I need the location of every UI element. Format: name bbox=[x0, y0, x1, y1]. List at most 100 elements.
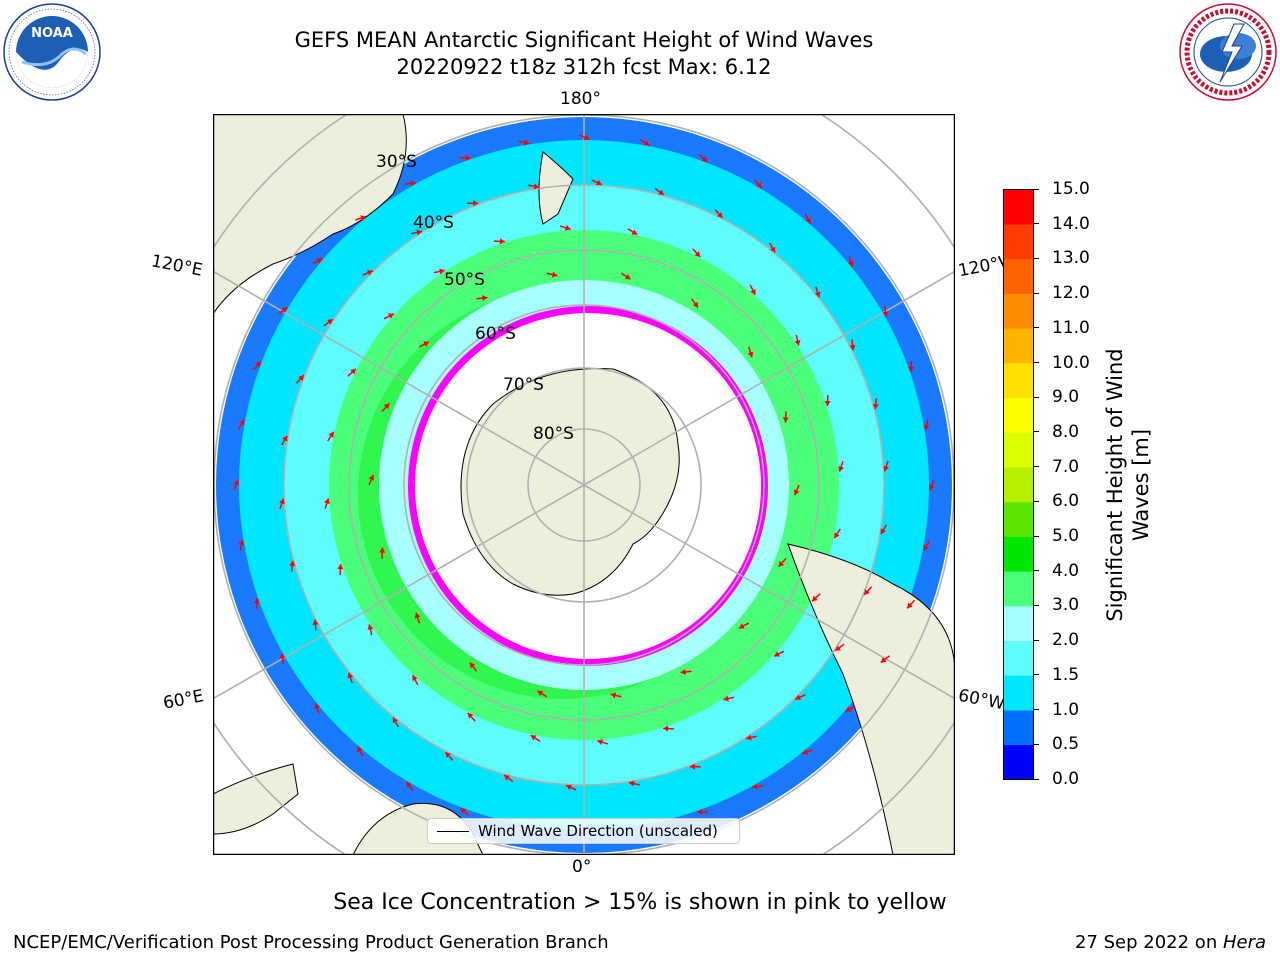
wind-wave-arrow-head bbox=[774, 651, 780, 657]
colorbar-tick-label: 12.0 bbox=[1052, 283, 1090, 304]
plot-title-line1: GEFS MEAN Antarctic Significant Height o… bbox=[294, 28, 874, 52]
wind-wave-arrow-head bbox=[824, 400, 831, 406]
wind-wave-arrow-head bbox=[278, 498, 285, 505]
wind-wave-arrow-head bbox=[882, 311, 889, 317]
lat-label-70s: 70°S bbox=[503, 375, 544, 395]
wind-wave-arrow-head bbox=[533, 183, 540, 190]
colorbar-tick-label: 8.0 bbox=[1052, 421, 1080, 442]
footer-machine: Hera bbox=[1222, 932, 1266, 953]
lon-label-180: 180° bbox=[560, 89, 601, 109]
wind-wave-arrow-head bbox=[423, 341, 430, 347]
wind-wave-arrow-head bbox=[314, 703, 320, 709]
wind-wave-arrow-head bbox=[347, 672, 354, 679]
footer-date: 27 Sep 2022 on bbox=[1075, 932, 1223, 953]
wind-wave-arrow-head bbox=[360, 215, 366, 221]
colorbar-tick-label: 2.0 bbox=[1052, 630, 1080, 651]
wind-wave-arrow-head bbox=[482, 295, 488, 302]
wind-wave-arrow-head bbox=[467, 713, 474, 719]
wind-wave-arrow-head bbox=[848, 261, 854, 267]
wind-wave-arrow-head bbox=[439, 268, 445, 275]
colorbar-tick-label: 6.0 bbox=[1052, 491, 1080, 512]
wind-wave-arrow-head bbox=[680, 668, 686, 675]
colorbar-tick-mark bbox=[1034, 257, 1039, 259]
wind-wave-arrow-head bbox=[793, 489, 800, 496]
colorbar-tick-mark bbox=[1034, 223, 1039, 225]
wind-wave-arrows bbox=[233, 134, 935, 836]
wind-wave-arrow-head bbox=[872, 403, 879, 410]
wind-wave-arrow-head bbox=[530, 735, 537, 741]
colorbar-tick-label: 15.0 bbox=[1052, 179, 1090, 199]
wind-wave-arrow-head bbox=[499, 238, 505, 245]
colorbar-segment bbox=[1003, 467, 1034, 503]
wind-wave-arrow-head bbox=[624, 274, 631, 280]
wind-wave-arrow-head bbox=[750, 289, 756, 295]
wind-wave-arrow-head bbox=[928, 484, 935, 491]
wind-wave-arrow-head bbox=[805, 217, 811, 224]
colorbar-tick-mark bbox=[1034, 188, 1039, 190]
colorbar-tick-label: 0.5 bbox=[1052, 734, 1080, 755]
colorbar-tick-mark bbox=[1034, 500, 1039, 502]
wind-wave-arrow-head bbox=[392, 717, 399, 724]
lat-label-60s: 60°S bbox=[475, 324, 516, 344]
lon-label-120e: 120°E bbox=[149, 251, 205, 281]
colorbar-segment bbox=[1003, 432, 1034, 468]
nws-logo bbox=[1179, 3, 1277, 101]
colorbar-segment bbox=[1003, 536, 1034, 572]
antarctica-landmass bbox=[460, 367, 680, 596]
lon-label-60e: 60°E bbox=[161, 686, 206, 714]
wind-wave-arrow-head bbox=[523, 139, 530, 146]
lat-label-50s: 50°S bbox=[444, 270, 485, 290]
wind-wave-arrow-head bbox=[469, 662, 476, 669]
wind-wave-arrow-head bbox=[658, 189, 664, 195]
legend-label: Wind Wave Direction (unscaled) bbox=[478, 822, 718, 840]
colorbar-tick-mark bbox=[1034, 743, 1039, 745]
colorbar-segment bbox=[1003, 328, 1034, 364]
wind-wave-arrow-head bbox=[537, 690, 544, 696]
colorbar-tick-label: 4.0 bbox=[1052, 560, 1080, 581]
plot-title-line2: 20220922 t18z 312h fcst Max: 6.12 bbox=[396, 55, 772, 79]
wind-wave-arrow-head bbox=[337, 564, 344, 570]
colorbar-tick-mark bbox=[1034, 604, 1039, 606]
wind-wave-arrow-head bbox=[383, 403, 390, 410]
wind-wave-arrow-head bbox=[312, 619, 319, 625]
colorbar-tick-mark bbox=[1034, 327, 1039, 329]
colorbar-tick-label: 7.0 bbox=[1052, 456, 1080, 477]
colorbar bbox=[1003, 189, 1034, 780]
wind-wave-arrow-head bbox=[880, 528, 886, 535]
wind-wave-arrow-head bbox=[281, 307, 288, 313]
polar-map bbox=[213, 114, 955, 855]
wind-wave-arrow-head bbox=[834, 532, 840, 539]
wind-wave-arrow-head bbox=[747, 351, 754, 358]
colorbar-segment bbox=[1003, 640, 1034, 676]
colorbar-title: Significant Height of Wind Waves [m] bbox=[1102, 348, 1154, 621]
wind-wave-arrow-head bbox=[473, 200, 479, 207]
wind-wave-arrow-head bbox=[445, 752, 452, 758]
colorbar-tick-mark bbox=[1034, 778, 1039, 780]
wind-wave-arrow-head bbox=[367, 624, 374, 630]
wind-wave-arrow-head bbox=[907, 602, 913, 609]
wind-wave-arrow-head bbox=[279, 653, 286, 659]
wind-wave-arrow-head bbox=[883, 465, 890, 472]
wind-wave-arrow-head bbox=[802, 749, 808, 755]
wind-wave-arrow-head bbox=[583, 134, 590, 141]
colorbar-segment bbox=[1003, 710, 1034, 746]
colorbar-tick-mark bbox=[1034, 466, 1039, 468]
lat-label-30s: 30°S bbox=[376, 152, 417, 172]
colorbar-title-line2: Waves [m] bbox=[1129, 428, 1153, 542]
wind-wave-arrow-head bbox=[631, 229, 638, 235]
wind-wave-arrow-head bbox=[663, 725, 669, 732]
wind-wave-arrow-head bbox=[460, 808, 467, 814]
wind-wave-arrow-head bbox=[738, 623, 745, 629]
wind-wave-arrow-head bbox=[812, 595, 818, 602]
wind-wave-arrow-head bbox=[610, 692, 617, 699]
noaa-logo: NOAA bbox=[3, 3, 101, 101]
colorbar-tick-mark bbox=[1034, 674, 1039, 676]
wind-wave-arrow-head bbox=[465, 154, 471, 161]
legend-line-swatch bbox=[437, 831, 469, 832]
colorbar-tick-mark bbox=[1034, 292, 1039, 294]
wind-wave-arrow-head bbox=[701, 156, 708, 162]
wind-wave-arrow-head bbox=[864, 589, 870, 595]
colorbar-segment bbox=[1003, 258, 1034, 294]
wind-wave-arrow-head bbox=[366, 269, 373, 276]
wind-wave-arrow-head bbox=[596, 179, 602, 186]
